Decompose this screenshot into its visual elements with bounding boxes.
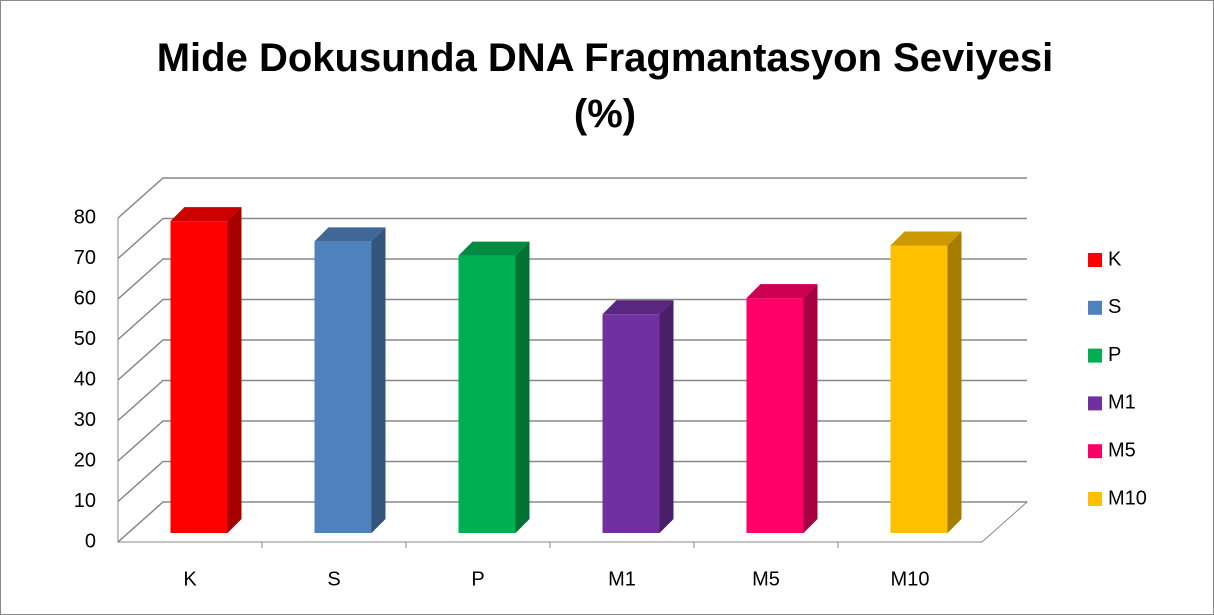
bar-side [803, 284, 818, 533]
bar-side [947, 231, 962, 533]
grid-line [117, 501, 1027, 543]
bar-top [890, 231, 962, 246]
bar-top [458, 241, 530, 256]
grid-line [117, 258, 1027, 300]
legend-swatch [1088, 348, 1102, 363]
x-tick-label: S [327, 568, 340, 590]
chart-title: Mide Dokusunda DNA Fragmantasyon Seviyes… [156, 36, 1054, 136]
grid-line [117, 379, 1027, 422]
bar-top-shade [602, 300, 674, 315]
bar-side [515, 241, 530, 533]
x-tick-label: M10 [891, 568, 930, 590]
legend-swatch [1088, 444, 1102, 459]
legend-label: M5 [1108, 439, 1136, 461]
legend-label: M1 [1108, 392, 1136, 414]
grid-line [117, 460, 1027, 503]
grid-line [117, 298, 1027, 341]
bar [602, 314, 660, 533]
grid-line [117, 177, 1027, 219]
bar-side-shade [803, 284, 818, 533]
bar-top [314, 227, 386, 242]
x-tick-label: K [183, 568, 197, 590]
legend-swatch [1088, 492, 1102, 506]
x-tick-label: M1 [608, 568, 636, 590]
bar [170, 221, 228, 533]
legend-swatch [1088, 396, 1102, 411]
bar-top-shade [746, 284, 818, 299]
y-tick-label: 70 [74, 247, 96, 269]
bar [314, 241, 372, 533]
bar-top-shade [458, 241, 530, 256]
bar-side-shade [227, 207, 242, 533]
x-tick-label: M5 [752, 568, 780, 590]
bar-side [659, 300, 674, 533]
bar-top [746, 284, 818, 299]
bar-side [227, 207, 242, 533]
y-tick-label: 80 [74, 206, 96, 228]
legend-label: M10 [1108, 487, 1147, 509]
bar [458, 255, 516, 533]
bar-side-shade [515, 241, 530, 533]
y-tick-label: 40 [74, 368, 96, 390]
bar-side-shade [659, 300, 674, 533]
x-tick-label: P [471, 568, 484, 590]
y-tick-label: 60 [74, 287, 96, 309]
bar-top [602, 300, 674, 315]
bar [746, 298, 804, 533]
bar-top-shade [890, 231, 962, 246]
legend-label: P [1108, 344, 1121, 366]
bar-top [170, 207, 242, 222]
bar-side-shade [947, 231, 962, 533]
bar-top-shade [170, 207, 242, 222]
bar-side-shade [371, 227, 386, 533]
grid-line [117, 420, 1027, 462]
y-tick-label: 50 [74, 328, 96, 350]
y-tick-label: 0 [85, 530, 96, 552]
legend-label: K [1108, 248, 1122, 270]
legend-swatch [1088, 300, 1102, 315]
grid-line [117, 217, 1027, 260]
y-tick-label: 30 [74, 409, 96, 431]
bar [890, 245, 948, 533]
bar-side [371, 227, 386, 533]
bar-top-shade [314, 227, 386, 242]
legend-swatch [1088, 253, 1102, 267]
y-tick-label: 20 [74, 449, 96, 471]
grid-line [117, 339, 1027, 381]
legend-label: S [1108, 296, 1121, 318]
y-tick-label: 10 [74, 490, 96, 512]
